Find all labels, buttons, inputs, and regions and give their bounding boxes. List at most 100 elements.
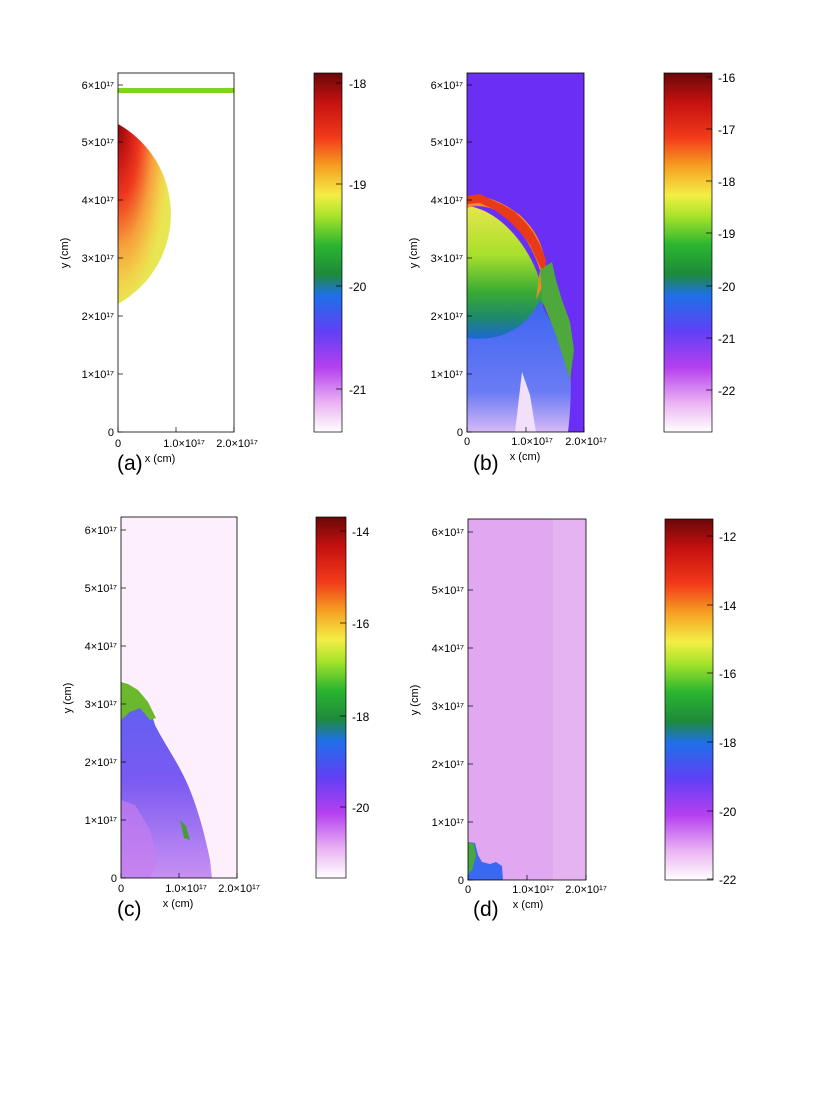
y-tick-label: 1×10¹⁷ [431, 369, 463, 381]
y-tick-label: 1×10¹⁷ [82, 369, 114, 381]
colorbar-gradient [664, 518, 714, 881]
x-tick-label: 0 [464, 436, 470, 448]
panel-c: 0 1×10¹⁷ 2×10¹⁷ 3×10¹⁷ 4×10¹⁷ 5×10¹⁷ 6×1… [62, 516, 370, 910]
turbulent-outflow [515, 372, 536, 432]
panel-label-d: (d) [473, 898, 499, 921]
y-axis-b: 0 1×10¹⁷ 2×10¹⁷ 3×10¹⁷ 4×10¹⁷ 5×10¹⁷ 6×1… [408, 80, 472, 439]
colorbar-tick-label: -12 [719, 530, 737, 544]
colorbar-tick-label: -20 [719, 805, 737, 819]
y-tick-label: 0 [457, 427, 463, 439]
panel-b: 0 1×10¹⁷ 2×10¹⁷ 3×10¹⁷ 4×10¹⁷ 5×10¹⁷ 6×1… [408, 71, 736, 463]
x-tick-label: 0 [465, 884, 471, 896]
y-tick-label: 2×10¹⁷ [85, 757, 117, 769]
y-tick-label: 5×10¹⁷ [432, 585, 464, 597]
y-tick-label: 2×10¹⁷ [431, 311, 463, 323]
y-tick-label: 2×10¹⁷ [432, 759, 464, 771]
density-sphere [118, 124, 171, 304]
x-axis-label: x (cm) [510, 451, 541, 463]
colorbar-tick-label: -14 [352, 525, 370, 539]
y-tick-label: 6×10¹⁷ [85, 525, 117, 537]
colorbar-tick-label: -22 [719, 873, 737, 887]
x-axis-label: x (cm) [513, 899, 544, 911]
x-axis-label: x (cm) [145, 453, 176, 465]
turbulent-outflow [121, 800, 158, 878]
y-axis-c: 0 1×10¹⁷ 2×10¹⁷ 3×10¹⁷ 4×10¹⁷ 5×10¹⁷ 6×1… [62, 525, 126, 885]
x-tick-label: 1.0×10¹⁷ [511, 436, 553, 448]
colorbar-tick-label: -16 [718, 71, 736, 85]
colorbar-tick-label: -22 [718, 384, 736, 398]
plot-frame [466, 72, 585, 433]
turbulent-filament [180, 820, 190, 840]
y-tick-label: 4×10¹⁷ [432, 643, 464, 655]
x-axis-label: x (cm) [163, 898, 194, 910]
y-tick-label: 5×10¹⁷ [85, 583, 117, 595]
plot-background [553, 519, 586, 880]
colorbar-b: -16 -17 -18 -19 -20 -21 -22 [663, 71, 736, 433]
colorbar-tick-label: -18 [349, 77, 367, 91]
colorbar-a: -18 -19 -20 -21 [313, 72, 367, 433]
colorbar-tick-label: -17 [718, 123, 736, 137]
x-tick-label: 2.0×10¹⁷ [218, 883, 260, 895]
x-tick-label: 2.0×10¹⁷ [216, 438, 258, 450]
y-axis-label: y (cm) [59, 238, 71, 269]
y-axis-label: y (cm) [408, 238, 420, 269]
x-axis-d: 0 1.0×10¹⁷ 2.0×10¹⁷ x (cm) [465, 875, 607, 911]
y-tick-label: 3×10¹⁷ [431, 253, 463, 265]
y-axis-a: 0 1×10¹⁷ 2×10¹⁷ 3×10¹⁷ 4×10¹⁷ 5×10¹⁷ 6×1… [59, 80, 123, 439]
y-tick-label: 4×10¹⁷ [431, 195, 463, 207]
y-tick-label: 6×10¹⁷ [431, 80, 463, 92]
x-tick-label: 2.0×10¹⁷ [565, 884, 607, 896]
plot-area-c [120, 516, 238, 879]
y-tick-label: 4×10¹⁷ [82, 195, 114, 207]
y-tick-label: 4×10¹⁷ [85, 641, 117, 653]
colorbar-d: -12 -14 -16 -18 -20 -22 [664, 518, 737, 887]
x-tick-label: 0 [118, 883, 124, 895]
colorbar-gradient [313, 72, 343, 433]
y-tick-label: 6×10¹⁷ [432, 527, 464, 539]
y-tick-label: 1×10¹⁷ [85, 815, 117, 827]
y-tick-label: 0 [458, 875, 464, 887]
y-tick-label: 5×10¹⁷ [431, 137, 463, 149]
colorbar-tick-label: -18 [719, 736, 737, 750]
x-axis-b: 0 1.0×10¹⁷ 2.0×10¹⁷ x (cm) [464, 427, 607, 463]
colorbar-gradient [315, 516, 347, 879]
colorbar-tick-label: -19 [718, 227, 736, 241]
x-tick-label: 2.0×10¹⁷ [565, 436, 607, 448]
colorbar-c: -14 -16 -18 -20 [315, 516, 370, 879]
panel-label-c: (c) [117, 898, 142, 921]
plot-area-b [466, 72, 585, 433]
turbulent-outflow [468, 842, 503, 880]
plot-area-d [467, 518, 587, 881]
x-axis-a: 0 1.0×10¹⁷ 2.0×10¹⁷ x (cm) [115, 427, 258, 465]
shock-front [467, 194, 546, 275]
plot-area-a [117, 72, 235, 433]
colorbar-tick-label: -16 [719, 667, 737, 681]
colorbar-tick-label: -16 [352, 617, 370, 631]
y-tick-label: 0 [108, 427, 114, 439]
x-tick-label: 1.0×10¹⁷ [512, 884, 554, 896]
y-tick-label: 1×10¹⁷ [432, 817, 464, 829]
y-tick-label: 3×10¹⁷ [82, 253, 114, 265]
colorbar-gradient [663, 72, 713, 433]
y-axis-label: y (cm) [409, 685, 421, 716]
colorbar-tick-label: -18 [718, 175, 736, 189]
y-axis-label: y (cm) [62, 683, 74, 714]
y-tick-label: 0 [111, 873, 117, 885]
colorbar-tick-label: -20 [718, 280, 736, 294]
density-band [118, 88, 234, 93]
turbulent-filament [468, 842, 476, 874]
x-axis-c: 0 1.0×10¹⁷ 2.0×10¹⁷ x (cm) [118, 873, 260, 910]
y-tick-label: 6×10¹⁷ [82, 80, 114, 92]
shock-front [467, 196, 546, 300]
colorbar-tick-label: -21 [349, 383, 367, 397]
colorbar-tick-label: -21 [718, 332, 736, 346]
colorbar-tick-label: -20 [349, 280, 367, 294]
turbulent-outflow [467, 300, 571, 432]
colorbar-tick-label: -14 [719, 599, 737, 613]
y-tick-label: 3×10¹⁷ [432, 701, 464, 713]
turbulent-filament [540, 262, 574, 380]
x-tick-label: 1.0×10¹⁷ [165, 883, 207, 895]
panel-a: 0 1×10¹⁷ 2×10¹⁷ 3×10¹⁷ 4×10¹⁷ 5×10¹⁷ 6×1… [59, 72, 367, 465]
y-tick-label: 3×10¹⁷ [85, 699, 117, 711]
